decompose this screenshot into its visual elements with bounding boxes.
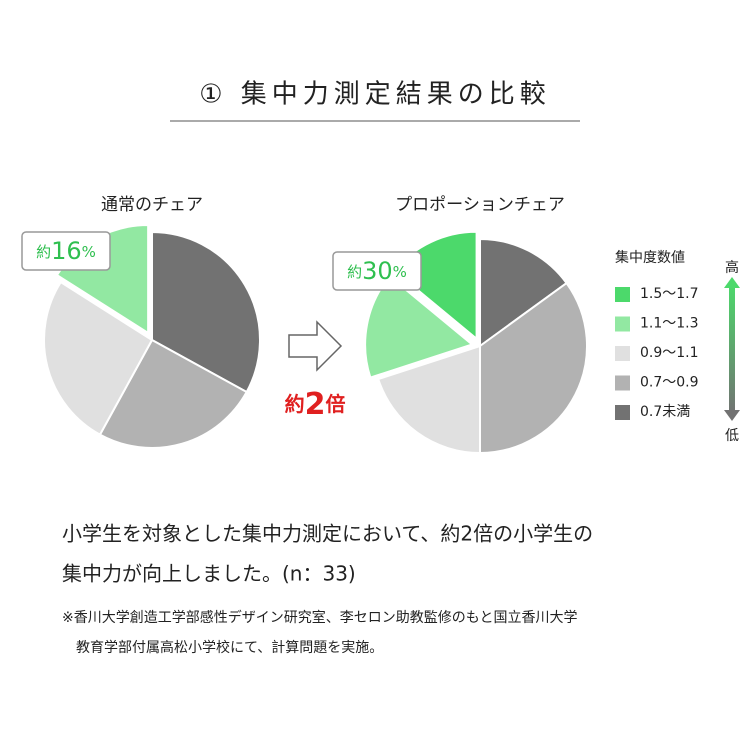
footnote-line: 教育学部付属高松小学校にて、計算問題を実施。 xyxy=(76,639,383,656)
legend-title: 集中度数値 xyxy=(615,249,685,266)
comparison: 約2倍 xyxy=(285,387,346,422)
legend-swatch xyxy=(615,405,630,420)
legend-label: 0.7未満 xyxy=(640,404,690,420)
pie-slice xyxy=(376,344,481,455)
comparison-suffix: 倍 xyxy=(325,392,345,416)
legend-scale-bar xyxy=(729,284,735,414)
caption-line: 集中力が向上しました。(n：33) xyxy=(62,562,356,586)
pie-title: 通常のチェア xyxy=(101,195,203,215)
annotation-prefix: 約 xyxy=(36,243,51,261)
pie-slice xyxy=(43,280,154,436)
legend-label: 0.9～1.1 xyxy=(640,345,699,361)
legend-swatch xyxy=(615,316,630,332)
annotation: 約30% xyxy=(347,257,407,285)
legend-high: 高 xyxy=(725,259,739,276)
legend-arrow-up xyxy=(724,277,740,288)
pie-title: プロポーションチェア xyxy=(395,195,565,215)
legend-label: 1.1～1.3 xyxy=(640,316,699,332)
annotation-prefix: 約 xyxy=(347,263,362,281)
annotation-box xyxy=(21,231,111,271)
annotation-suffix: % xyxy=(393,263,407,281)
annotation-suffix: % xyxy=(82,243,96,261)
annotation-number: 16 xyxy=(51,237,82,265)
comparison-prefix: 約 xyxy=(285,392,305,416)
legend-label: 1.5～1.7 xyxy=(640,286,699,302)
footnote-line: ※香川大学創造工学部感性デザイン研究室、李セロン助教監修のもと国立香川大学 xyxy=(62,609,577,626)
legend-low: 低 xyxy=(725,428,739,444)
legend-swatch xyxy=(615,375,630,391)
annotation-box xyxy=(332,251,422,291)
annotation: 約16% xyxy=(36,237,96,265)
arrow xyxy=(288,320,343,372)
legend-arrow-down xyxy=(724,410,740,421)
pie-slice xyxy=(479,281,588,455)
pie-slice xyxy=(98,338,248,449)
caption-line: 小学生を対象とした集中力測定において、約2倍の小学生の xyxy=(62,522,593,546)
annotation-number: 30 xyxy=(362,257,393,285)
title: ① 集中力測定結果の比較 xyxy=(199,80,551,110)
comparison-number: 2 xyxy=(305,387,326,422)
pie-slice xyxy=(479,237,568,348)
legend-swatch xyxy=(615,287,630,302)
legend-swatch xyxy=(615,346,630,361)
legend-label: 0.7～0.9 xyxy=(640,375,699,391)
pie-slice xyxy=(151,230,261,394)
